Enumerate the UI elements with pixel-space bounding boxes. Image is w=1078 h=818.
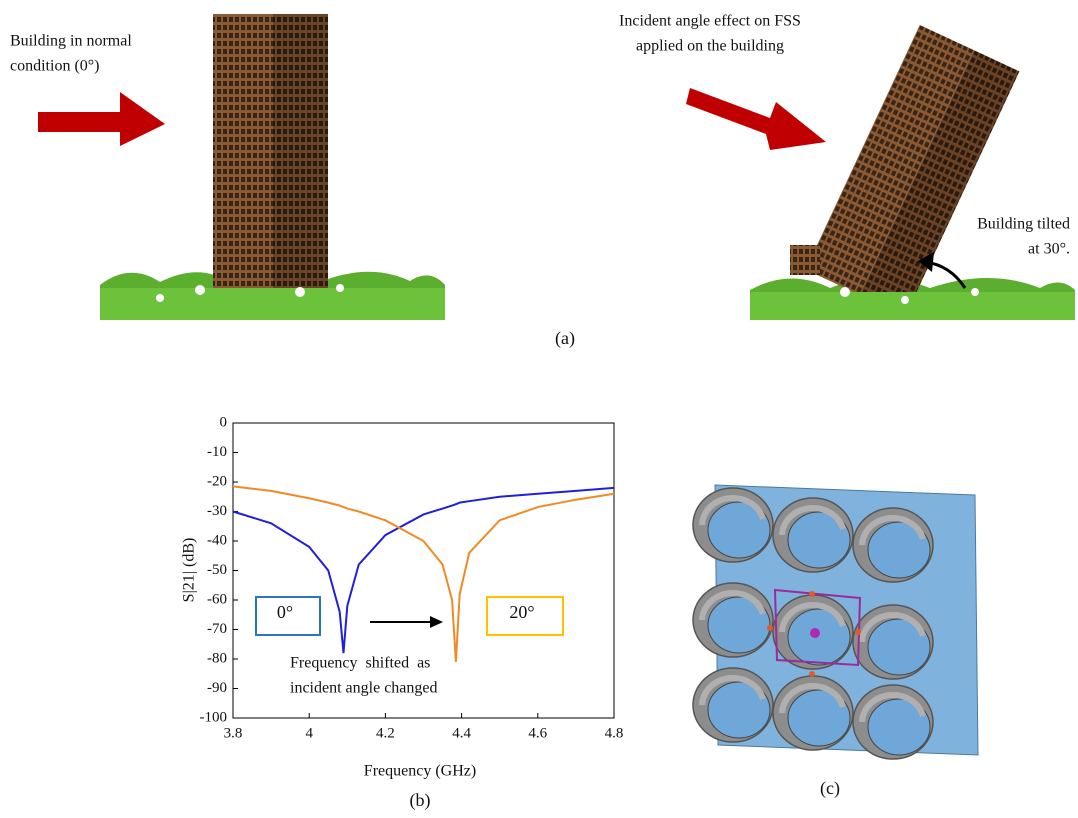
y-tick-label: -100 <box>200 709 228 725</box>
annotation: 0° <box>277 602 293 622</box>
y-tick-label: -10 <box>207 444 227 460</box>
y-tick-label: -90 <box>207 680 227 696</box>
x-tick-label: 4 <box>305 725 313 741</box>
building-face <box>213 14 273 290</box>
x-tick-label: 4.4 <box>452 725 471 741</box>
y-tick-label: -50 <box>207 562 227 578</box>
annotation: incident angle changed <box>290 680 438 697</box>
caption: condition (0°) <box>10 58 100 75</box>
x-tick-label: 4.2 <box>376 725 395 741</box>
annotation: 20° <box>509 602 534 622</box>
x-tick-label: 4.6 <box>528 725 547 741</box>
y-axis-label: S|21| (dB) <box>181 538 198 603</box>
y-tick-label: 0 <box>220 414 228 430</box>
caption: at 30°. <box>1028 241 1070 258</box>
panel-label: (b) <box>410 790 431 811</box>
caption: applied on the building <box>636 38 784 55</box>
caption: Building tilted <box>977 216 1070 233</box>
caption: Incident angle effect on FSS <box>619 13 801 30</box>
y-tick-label: -20 <box>207 473 227 489</box>
y-tick-label: -80 <box>207 650 227 666</box>
x-axis-label: Frequency (GHz) <box>364 763 476 780</box>
incident-arrow <box>38 92 165 146</box>
x-tick-label: 3.8 <box>224 725 243 741</box>
annotation-arrowhead <box>430 616 443 628</box>
caption: Building in normal <box>10 33 132 50</box>
building-side <box>273 14 328 290</box>
annotation: Frequency shifted as <box>290 655 430 672</box>
panel-label: (c) <box>820 778 840 799</box>
panel-label: (a) <box>555 328 575 349</box>
right-scene <box>686 25 1075 320</box>
x-tick-label: 4.8 <box>605 725 624 741</box>
y-tick-label: -40 <box>207 532 227 548</box>
fss-model <box>693 485 978 759</box>
plot-frame <box>233 423 614 718</box>
y-tick-label: -30 <box>207 503 227 519</box>
figure: Building in normal condition (0°) Incide… <box>0 0 1078 818</box>
y-tick-label: -60 <box>207 591 227 607</box>
y-tick-label: -70 <box>207 621 227 637</box>
